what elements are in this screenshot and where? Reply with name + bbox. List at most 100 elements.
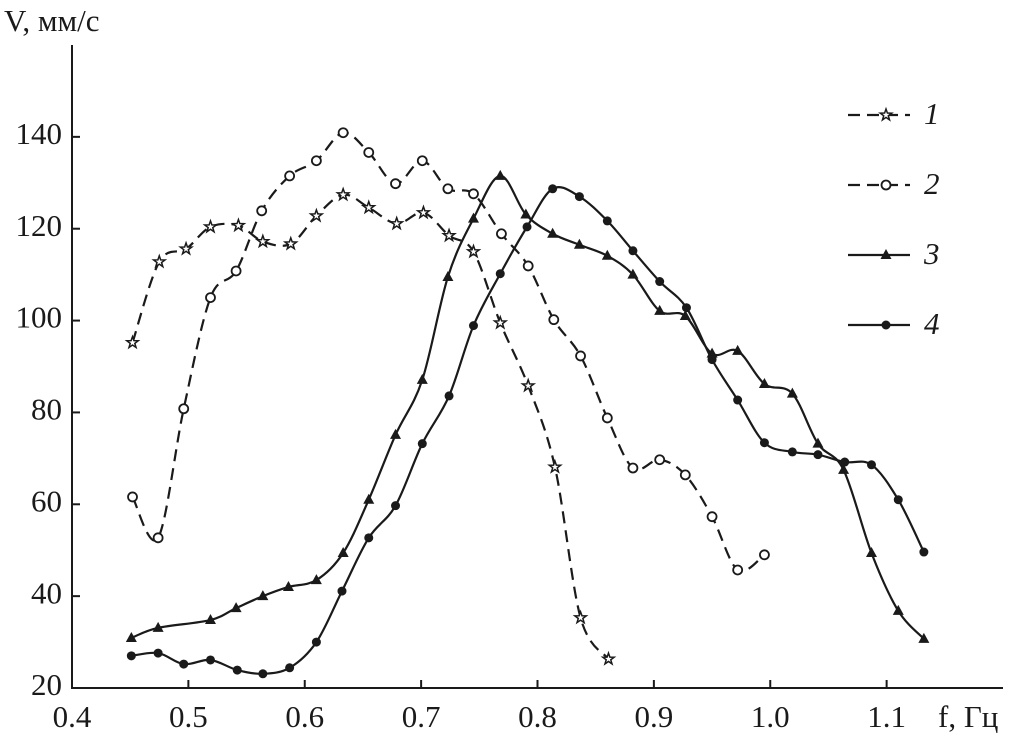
marker — [257, 590, 269, 601]
marker — [468, 188, 479, 200]
marker — [310, 155, 322, 167]
marker — [124, 334, 141, 350]
y-tick-label: 60 — [31, 483, 62, 518]
y-tick-label: 100 — [16, 300, 63, 335]
marker — [337, 586, 347, 596]
marker — [681, 303, 691, 313]
legend-label: 4 — [924, 306, 940, 341]
marker — [866, 460, 876, 470]
legend-marker — [880, 179, 892, 191]
x-tick-label: 0.8 — [518, 699, 557, 734]
marker — [151, 253, 168, 269]
marker — [360, 199, 377, 215]
marker — [282, 235, 299, 251]
legend-marker — [878, 106, 894, 122]
marker — [310, 574, 322, 585]
marker — [390, 428, 402, 439]
marker — [492, 314, 509, 330]
marker — [575, 350, 586, 362]
legend-item: 2 — [848, 166, 940, 201]
marker — [548, 184, 558, 194]
marker — [465, 243, 482, 259]
marker — [152, 621, 164, 632]
marker — [467, 212, 479, 223]
marker — [759, 438, 769, 448]
legend-item: 3 — [848, 236, 940, 271]
axes — [71, 45, 1003, 689]
marker — [444, 391, 454, 401]
marker — [892, 604, 904, 615]
x-tick-label: 1.0 — [751, 699, 790, 734]
marker — [441, 227, 457, 243]
x-tick-label: 0.7 — [402, 699, 441, 734]
series-line — [131, 131, 766, 573]
marker — [256, 205, 268, 217]
marker — [258, 669, 268, 679]
marker — [787, 447, 797, 457]
marker — [388, 215, 405, 231]
marker — [601, 412, 613, 424]
marker — [391, 501, 401, 511]
y-tick-label: 40 — [31, 575, 62, 610]
y-tick-label: 140 — [16, 116, 63, 151]
marker — [522, 222, 532, 232]
marker — [205, 292, 216, 304]
marker — [442, 183, 454, 195]
marker — [679, 309, 691, 320]
marker — [520, 208, 532, 219]
marker — [494, 169, 506, 180]
marker — [547, 458, 563, 474]
marker — [337, 127, 349, 139]
marker — [285, 663, 295, 673]
series-line — [131, 193, 610, 660]
marker — [919, 547, 929, 557]
marker — [126, 651, 136, 661]
marker — [893, 495, 903, 505]
legend-label: 1 — [924, 96, 940, 131]
marker — [442, 270, 454, 281]
marker — [918, 632, 930, 643]
marker — [230, 265, 242, 277]
marker — [363, 147, 375, 158]
marker — [417, 439, 427, 449]
marker — [786, 387, 798, 398]
marker — [522, 260, 534, 272]
marker — [254, 233, 271, 249]
marker — [759, 549, 770, 561]
marker — [311, 637, 321, 647]
y-tick-label: 120 — [16, 208, 63, 243]
marker — [230, 602, 242, 613]
marker — [232, 665, 242, 675]
x-tick-label: 0.9 — [635, 699, 674, 734]
marker — [415, 204, 432, 220]
y-tick-label: 80 — [31, 392, 62, 427]
marker — [178, 240, 194, 256]
x-tick-label: 1.1 — [867, 699, 906, 734]
marker — [390, 178, 401, 190]
marker — [655, 277, 665, 287]
marker — [364, 533, 374, 543]
marker — [600, 650, 617, 666]
marker — [205, 655, 215, 665]
marker — [627, 268, 639, 279]
marker — [601, 249, 613, 260]
marker — [230, 217, 247, 233]
marker — [363, 493, 375, 504]
marker — [573, 238, 585, 249]
legend-item: 1 — [848, 96, 940, 131]
marker — [152, 532, 164, 544]
x-tick-label: 0.6 — [285, 699, 324, 734]
y-tick-label: 20 — [31, 667, 62, 702]
marker — [574, 192, 584, 202]
marker — [204, 614, 216, 625]
marker — [127, 491, 138, 503]
x-tick-label: 0.4 — [53, 699, 92, 734]
marker — [179, 659, 189, 669]
series-line — [130, 174, 925, 640]
marker — [628, 246, 638, 256]
marker — [202, 218, 219, 234]
marker — [732, 344, 744, 355]
marker — [602, 216, 612, 226]
marker — [572, 609, 589, 625]
